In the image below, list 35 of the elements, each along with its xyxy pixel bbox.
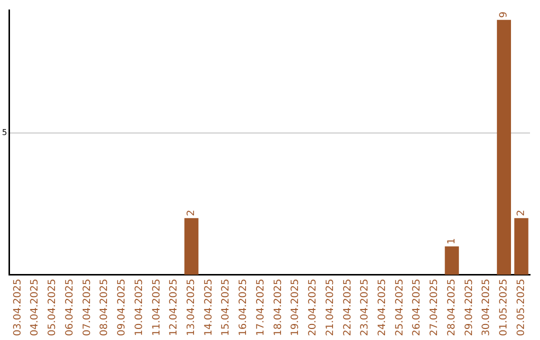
x-tick-label: 05.04.2025 (47, 278, 58, 336)
x-tick-label: 03.04.2025 (12, 278, 24, 336)
x-tick-label: 12.04.2025 (168, 278, 180, 336)
data-label: 9 (498, 12, 510, 18)
x-tick-label: 19.04.2025 (290, 278, 302, 336)
x-tick-label: 01.05.2025 (498, 278, 510, 336)
x-tick-label: 16.04.2025 (238, 278, 250, 336)
x-tick-label: 23.04.2025 (360, 278, 371, 336)
x-tick-label: 29.04.2025 (464, 278, 475, 336)
x-tick-label: 08.04.2025 (99, 278, 110, 336)
x-tick-label: 13.04.2025 (186, 278, 197, 336)
x-tick-label: 21.04.2025 (324, 278, 336, 336)
y-tick-label: 5 (2, 128, 8, 138)
x-tick-label: 09.04.2025 (116, 278, 128, 336)
data-label: 2 (186, 210, 197, 216)
x-tick-label: 07.04.2025 (82, 278, 93, 336)
x-tick-label: 30.04.2025 (481, 278, 492, 336)
x-tick-label: 04.04.2025 (30, 278, 41, 336)
x-tick-label: 24.04.2025 (377, 278, 388, 336)
x-tick-label: 27.04.2025 (429, 278, 440, 336)
x-tick-label: 11.04.2025 (151, 278, 162, 336)
x-tick-label: 28.04.2025 (446, 278, 458, 336)
x-tick-label: 18.04.2025 (272, 278, 284, 336)
x-tick-label: 25.04.2025 (394, 278, 406, 336)
data-label: 1 (446, 238, 458, 244)
x-tick-label: 15.04.2025 (220, 278, 232, 336)
x-tick-label: 02.05.2025 (516, 278, 527, 336)
x-tick-label: 20.04.2025 (308, 278, 319, 336)
x-tick-label: 26.04.2025 (412, 278, 423, 336)
x-tick-label: 22.04.2025 (342, 278, 354, 336)
x-tick-label: 17.04.2025 (255, 278, 266, 336)
data-label: 2 (516, 210, 527, 216)
x-tick-label: 06.04.2025 (64, 278, 76, 336)
x-tick-label: 14.04.2025 (203, 278, 214, 336)
x-tick-label: 10.04.2025 (134, 278, 145, 336)
